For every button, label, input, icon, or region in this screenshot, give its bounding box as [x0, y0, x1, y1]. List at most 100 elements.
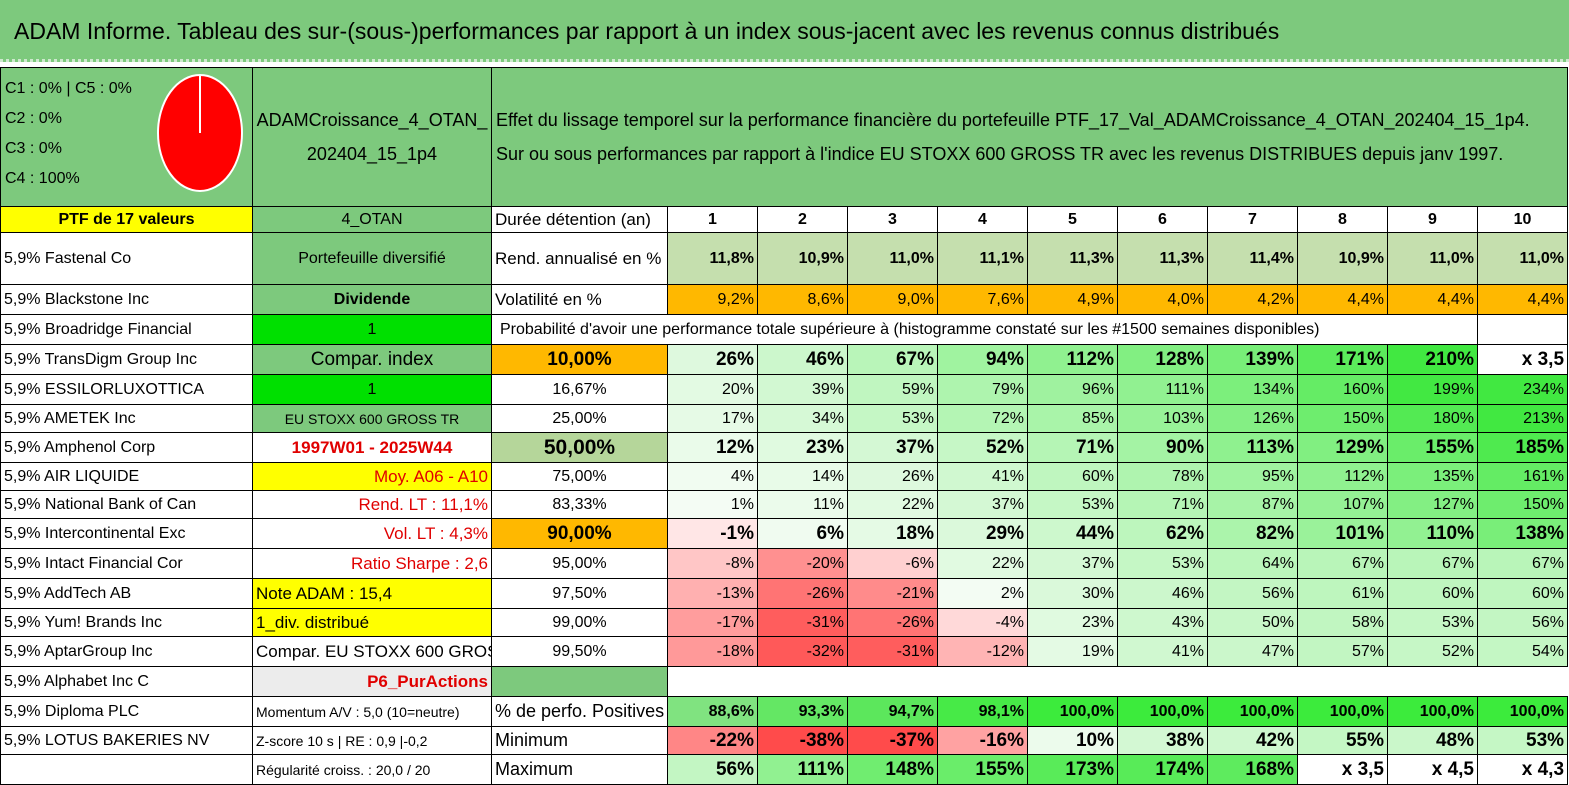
- holding-item: 5,9% AptarGroup Inc: [0, 636, 253, 667]
- vol-value: 4,2%: [1207, 284, 1298, 315]
- quantile-value: 129%: [1297, 432, 1388, 463]
- minimum-value: -16%: [937, 726, 1028, 755]
- avg-range: Moy. A06 - A10: [252, 462, 492, 491]
- holding-item: 5,9% AIR LIQUIDE: [0, 462, 253, 491]
- table-row: PTF de 17 valeurs 4_OTAN Durée détention (…: [0, 206, 1569, 233]
- regularity-label: Régularité croiss. : 20,0 / 20: [252, 754, 492, 785]
- quantile-value: 22%: [937, 548, 1028, 579]
- empty-cell: [491, 666, 668, 697]
- rend-value: 11,1%: [937, 232, 1028, 285]
- table-row: 5,9% Alphabet Inc C P6_PurActions: [0, 666, 1568, 697]
- minimum-value: 48%: [1387, 726, 1478, 755]
- table-row: 5,9% Diploma PLC Momentum A/V : 5,0 (10=n…: [0, 696, 1569, 727]
- quantile-value: 90%: [1117, 432, 1208, 463]
- quantile-value: 56%: [1207, 578, 1298, 609]
- quantile-value: -8%: [667, 548, 758, 579]
- quantile-label: 90,00%: [491, 518, 668, 549]
- empty-cell: [1118, 667, 1208, 697]
- holding-item: 5,9% Diploma PLC: [0, 696, 253, 727]
- quantile-value: -31%: [847, 636, 938, 667]
- quantile-value: 67%: [1387, 548, 1478, 579]
- empty-cell: [1478, 667, 1568, 697]
- table-row: 5,9% AddTech AB Note ADAM : 15,4 97,50% -13…: [0, 578, 1569, 609]
- sharpe-ratio: Ratio Sharpe : 2,6: [252, 548, 492, 579]
- holding-item: 5,9% Alphabet Inc C: [0, 666, 253, 697]
- legend-item: C3 : 0%: [5, 140, 62, 157]
- quantile-value: 134%: [1207, 374, 1298, 405]
- year-header: 10: [1476, 206, 1569, 233]
- vol-value: 4,9%: [1027, 284, 1118, 315]
- rend-value: 11,0%: [1476, 232, 1569, 285]
- minimum-value: 10%: [1027, 726, 1118, 755]
- quantile-value: 26%: [667, 344, 758, 375]
- quantile-value: 62%: [1117, 518, 1208, 549]
- table-row: C1 : 0% | C5 : 0% C2 : 0% C3 : 0% C4 : 100%…: [0, 67, 1569, 207]
- holding-item: 5,9% Fastenal Co: [0, 232, 253, 285]
- year-header: 6: [1117, 206, 1208, 233]
- quantile-value: 34%: [757, 404, 848, 433]
- quantile-value: 58%: [1297, 608, 1388, 637]
- quantile-value: -17%: [667, 608, 758, 637]
- legend-item: C2 : 0%: [5, 110, 62, 127]
- holding-item: 5,9% Yum! Brands Inc: [0, 608, 253, 637]
- quantile-value: 56%: [1476, 608, 1569, 637]
- quantile-value: 6%: [757, 518, 848, 549]
- rend-value: 11,3%: [1117, 232, 1208, 285]
- positive-value: 93,3%: [757, 696, 848, 727]
- vol-value: 4,4%: [1387, 284, 1478, 315]
- quantile-value: -26%: [757, 578, 848, 609]
- minimum-label: Minimum: [491, 726, 668, 755]
- quantile-value: 87%: [1207, 490, 1298, 519]
- quantile-value: 112%: [1027, 344, 1118, 375]
- holding-item: 5,9% Blackstone Inc: [0, 284, 253, 315]
- legend-item: C1 : 0% | C5 : 0%: [5, 80, 132, 97]
- positive-value: 88,6%: [667, 696, 758, 727]
- quantile-label: 99,50%: [491, 636, 668, 667]
- vol-label: Volatilité en %: [491, 284, 668, 315]
- table-row: 5,9% LOTUS BAKERIES NV Z-score 10 s | RE …: [0, 726, 1569, 755]
- quantile-value: 52%: [1387, 636, 1478, 667]
- rend-value: 11,8%: [667, 232, 758, 285]
- quantile-value: 127%: [1387, 490, 1478, 519]
- quantile-value: 59%: [847, 374, 938, 405]
- quantile-value: 37%: [1027, 548, 1118, 579]
- quantile-value: 112%: [1297, 462, 1388, 491]
- quantile-value: 199%: [1387, 374, 1478, 405]
- quantile-value: 23%: [757, 432, 848, 463]
- quantile-value: -21%: [847, 578, 938, 609]
- rend-value: 11,4%: [1207, 232, 1298, 285]
- positive-value: 100,0%: [1476, 696, 1569, 727]
- positive-label: % de perfo. Positives: [491, 696, 668, 727]
- quantile-value: 60%: [1476, 578, 1569, 609]
- positive-value: 98,1%: [937, 696, 1028, 727]
- year-header: 9: [1387, 206, 1478, 233]
- empty-cell: [938, 667, 1028, 697]
- quantile-value: 71%: [1117, 490, 1208, 519]
- quantile-value: 47%: [1207, 636, 1298, 667]
- table-row: Régularité croiss. : 20,0 / 20 Maximum 56%…: [0, 754, 1569, 785]
- strategy-label: P6_PurActions: [252, 666, 492, 697]
- quantile-value: 18%: [847, 518, 938, 549]
- maximum-value: 56%: [667, 754, 758, 785]
- holding-item: 5,9% AddTech AB: [0, 578, 253, 609]
- quantile-value: 110%: [1387, 518, 1478, 549]
- rend-value: 10,9%: [757, 232, 848, 285]
- quantile-label: 25,00%: [491, 404, 668, 433]
- holding-item: 5,9% Intercontinental Exc: [0, 518, 253, 549]
- quantile-value: 57%: [1297, 636, 1388, 667]
- year-header: 2: [757, 206, 848, 233]
- quantile-value: 171%: [1297, 344, 1388, 375]
- allocation-legend: C1 : 0% | C5 : 0% C2 : 0% C3 : 0% C4 : 100%: [5, 74, 132, 194]
- quantile-value: 60%: [1387, 578, 1478, 609]
- minimum-value: -22%: [667, 726, 758, 755]
- quantile-label: 50,00%: [491, 432, 668, 463]
- empty-cell: [668, 667, 758, 697]
- quantile-label: 16,67%: [491, 374, 668, 405]
- empty-cell: [0, 754, 253, 785]
- minimum-value: -37%: [847, 726, 938, 755]
- maximum-value: x 4,5: [1387, 754, 1478, 785]
- rend-label: Rend. annualisé en %: [491, 232, 668, 285]
- vol-value: 9,2%: [667, 284, 758, 315]
- quantile-value: 160%: [1297, 374, 1388, 405]
- quantile-value: 54%: [1476, 636, 1569, 667]
